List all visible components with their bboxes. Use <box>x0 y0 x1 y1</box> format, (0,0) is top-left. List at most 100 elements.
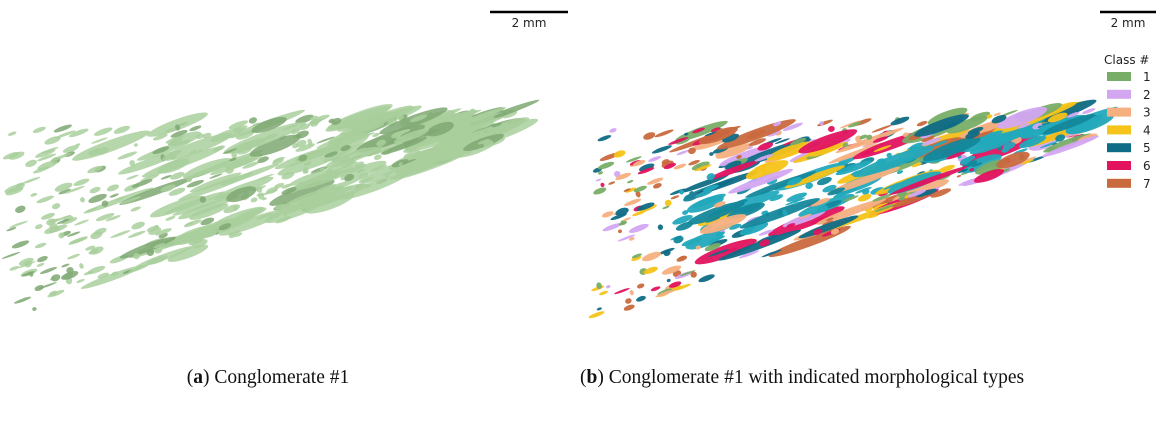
particle <box>636 283 645 290</box>
legend-swatch <box>1107 143 1131 152</box>
particle <box>7 131 17 137</box>
caption-text: ) Conglomerate #1 with indicated morphol… <box>597 367 1024 388</box>
particle <box>32 306 37 311</box>
page: 2 mm 2 mm Class # 1234567 (a) Conglomera… <box>0 0 1161 423</box>
particle <box>628 222 650 235</box>
particle <box>641 250 662 263</box>
particle <box>662 205 670 210</box>
particle <box>80 262 145 291</box>
legend-swatch <box>1107 161 1131 170</box>
particle <box>2 251 21 260</box>
particle <box>89 186 102 195</box>
particle <box>890 115 911 127</box>
legend-label: 1 <box>1143 70 1151 84</box>
particle <box>783 163 846 191</box>
particle <box>50 152 72 162</box>
legend-label: 3 <box>1143 106 1151 120</box>
particle <box>113 124 131 135</box>
caption: (b) Conglomerate #1 with indicated morph… <box>580 362 1153 394</box>
particle <box>597 134 612 143</box>
particle <box>36 262 45 267</box>
legend-label: 6 <box>1143 159 1151 173</box>
particle <box>106 183 120 193</box>
particle <box>670 195 680 201</box>
particle <box>676 255 688 263</box>
legend-label: 2 <box>1143 88 1151 102</box>
particle <box>642 131 656 141</box>
particle <box>36 255 48 264</box>
particle <box>650 285 661 292</box>
particle <box>592 186 607 196</box>
particle <box>21 176 40 185</box>
particle <box>117 150 138 161</box>
particle <box>588 310 605 320</box>
legend-swatch <box>1107 108 1131 117</box>
particle <box>34 242 47 250</box>
particle <box>606 285 611 289</box>
particle <box>51 202 61 210</box>
particle <box>14 204 26 214</box>
particle <box>622 217 631 222</box>
particle <box>600 182 605 188</box>
particle <box>11 239 30 250</box>
particle <box>597 160 615 171</box>
legend-swatch <box>1107 125 1131 134</box>
particle <box>609 127 618 133</box>
particle <box>629 289 635 295</box>
particle <box>627 179 634 184</box>
particle <box>614 287 630 295</box>
caption: (a) Conglomerate #1 <box>0 362 536 394</box>
particle <box>613 149 626 159</box>
particle <box>13 296 31 305</box>
particle <box>165 215 176 222</box>
legend-label: 7 <box>1143 177 1151 191</box>
particle <box>250 197 258 204</box>
particle <box>34 223 43 230</box>
particle <box>672 235 684 245</box>
particle <box>596 178 602 182</box>
particle <box>599 290 609 296</box>
particle <box>78 262 84 269</box>
particle <box>624 297 632 304</box>
particle <box>69 235 89 245</box>
legend-swatch <box>1107 72 1131 81</box>
particle <box>127 229 146 239</box>
particle <box>130 220 146 231</box>
particle <box>618 229 623 234</box>
particle <box>73 177 90 188</box>
particle <box>39 266 57 275</box>
particle <box>698 273 716 284</box>
particle <box>9 220 28 229</box>
legend-swatch <box>1107 90 1131 99</box>
particle <box>666 278 671 282</box>
caption-text: a <box>193 367 203 388</box>
particle <box>131 177 153 189</box>
particle <box>126 174 139 181</box>
legend-label: 4 <box>1143 123 1151 137</box>
particle <box>635 295 646 303</box>
particle <box>608 181 616 186</box>
particle <box>601 210 614 219</box>
particle <box>657 224 664 231</box>
rendering <box>2 96 1119 319</box>
particle <box>30 192 38 197</box>
legend-title: Class # <box>1104 53 1149 67</box>
particle <box>130 206 141 213</box>
particle <box>133 143 138 148</box>
scale-bar-label: 2 mm <box>1111 16 1146 30</box>
particle <box>36 194 55 204</box>
particle <box>24 158 38 168</box>
particle <box>654 128 674 138</box>
particle <box>189 124 202 132</box>
scale-bar-label: 2 mm <box>512 16 547 30</box>
particle <box>956 175 961 178</box>
particle <box>623 303 635 312</box>
legend-swatch <box>1107 179 1131 188</box>
particle <box>110 229 131 239</box>
particle <box>50 273 61 283</box>
particle <box>596 307 602 311</box>
particle <box>76 278 85 284</box>
particle <box>79 196 85 203</box>
